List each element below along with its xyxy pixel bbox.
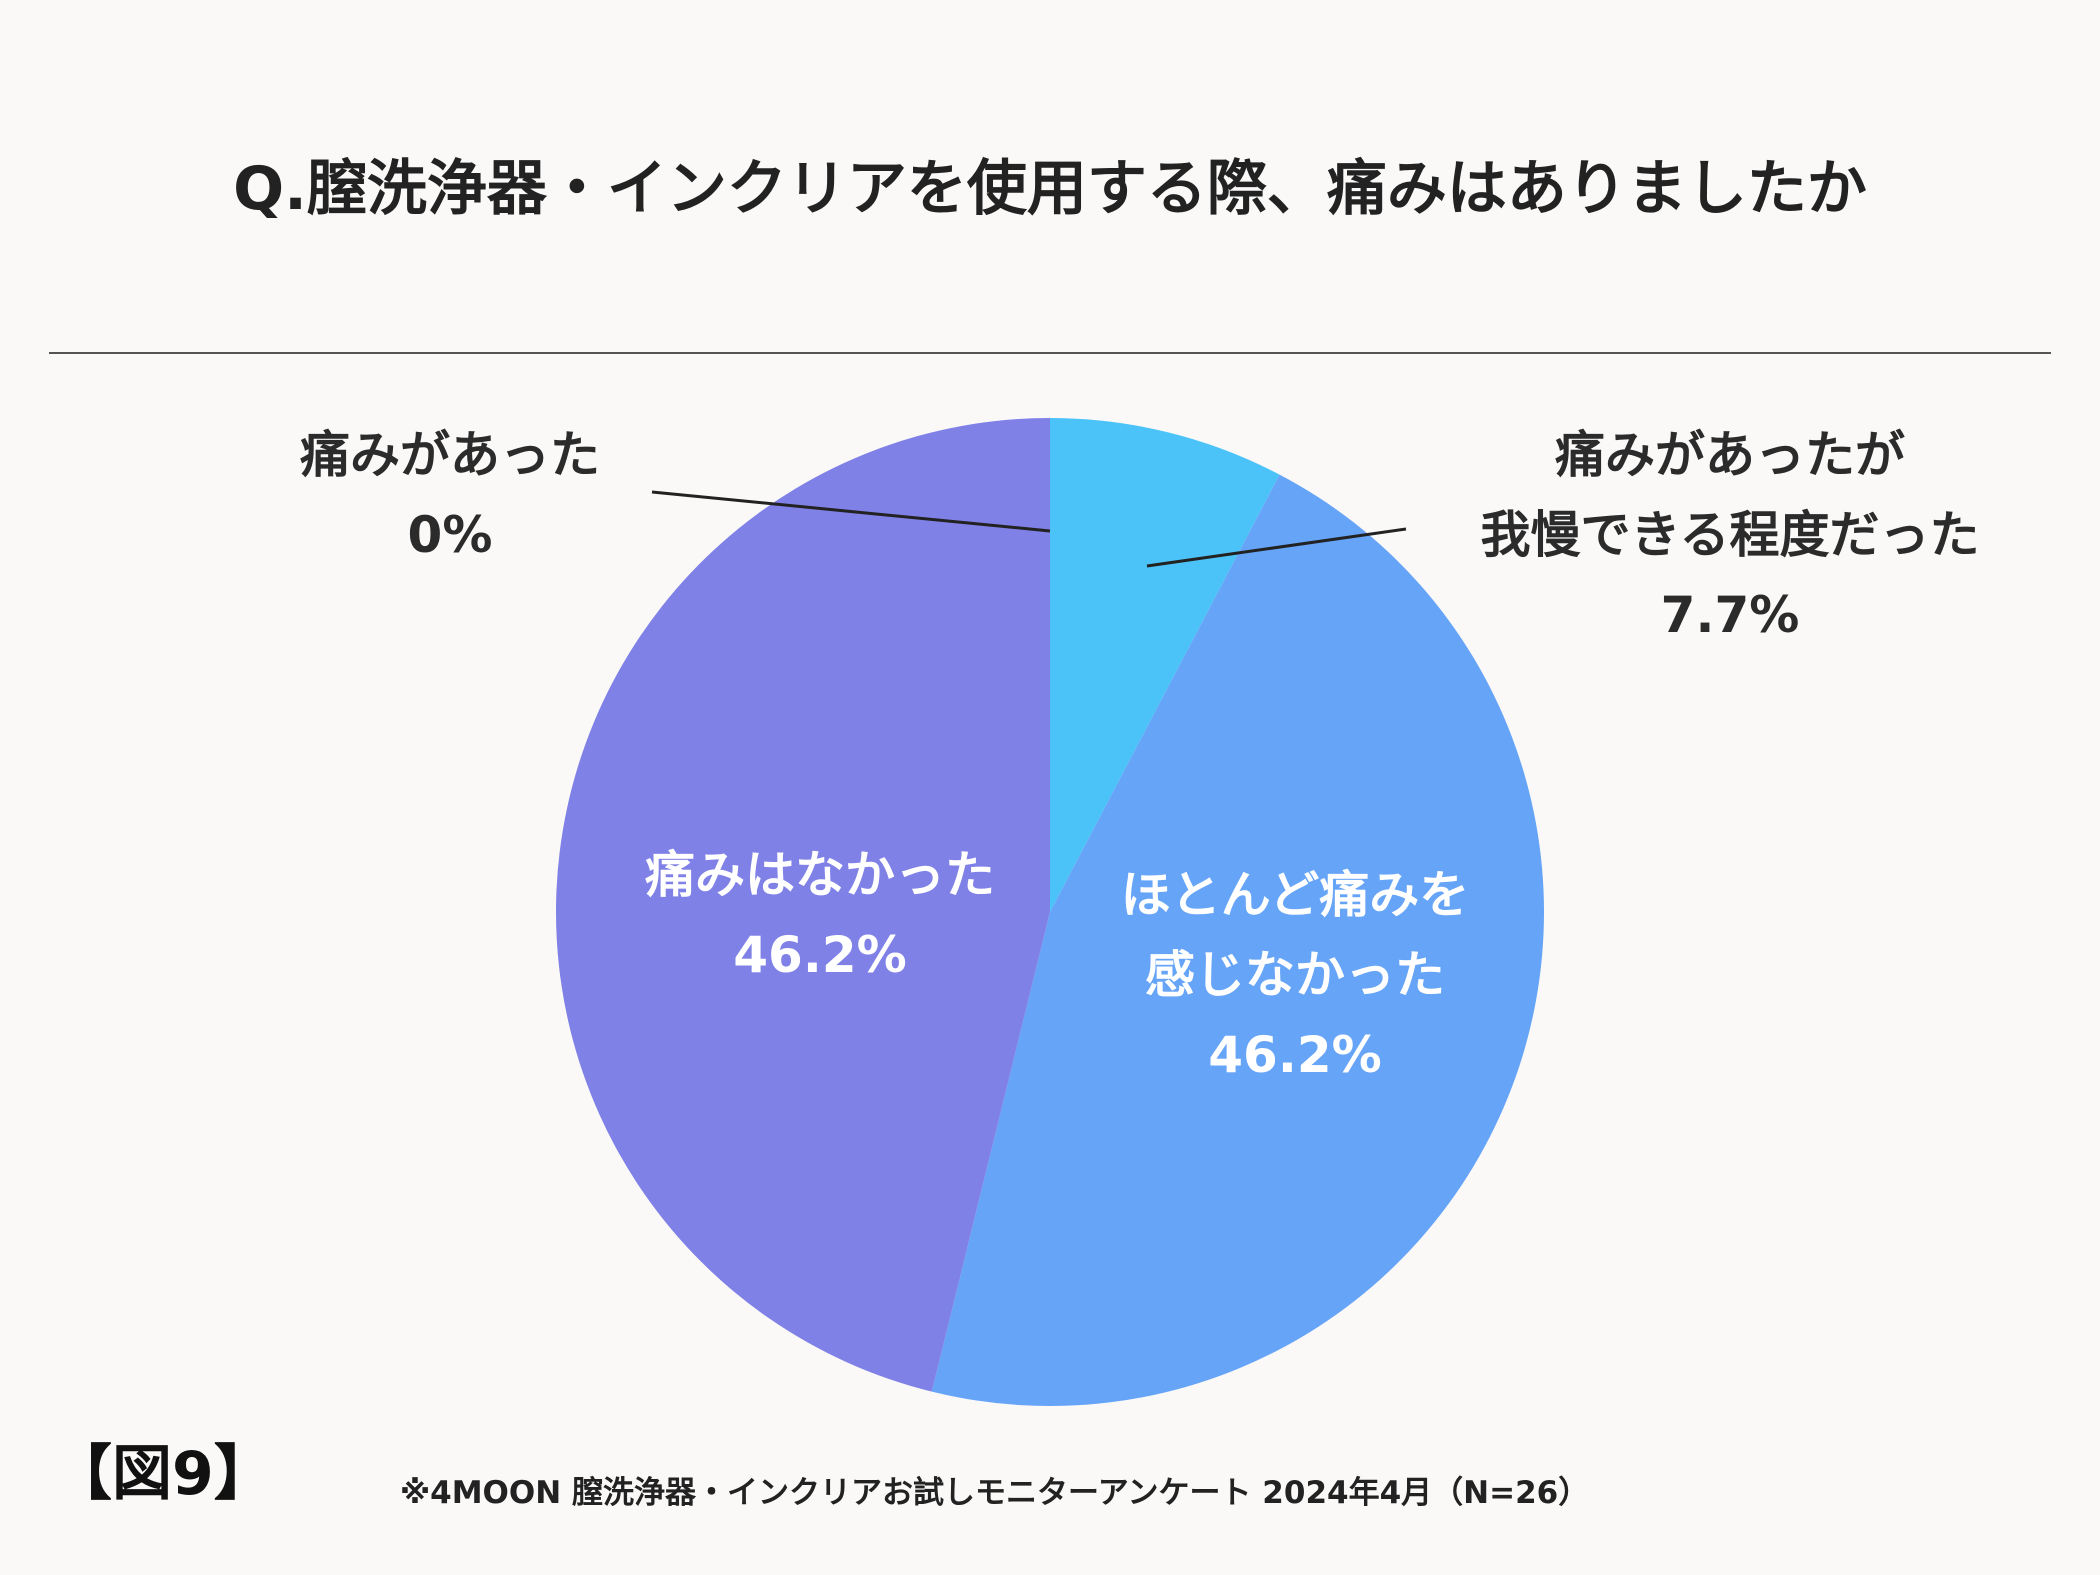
pie-slices: [556, 418, 1545, 1407]
label-no-pain-value: 46.2%: [733, 926, 907, 984]
pie-slice-no-pain: [556, 418, 1050, 1392]
label-no-pain-name: 痛みはなかった: [645, 846, 995, 904]
label-pain-present-value: 0%: [407, 506, 493, 564]
label-pain-present: 痛みがあった 0%: [250, 415, 650, 575]
figure-label: 【図9】: [52, 1439, 274, 1509]
pie-slice-almost-no-pain: [931, 474, 1545, 1407]
source-note: ※4MOON 膣洗浄器・インクリアお試しモニターアンケート 2024年4月（N=…: [400, 1475, 1590, 1511]
label-almost-no-pain-name-2: 感じなかった: [1145, 946, 1445, 1004]
leader-line-s0: [651, 490, 1051, 533]
label-pain-tolerable: 痛みがあったが 我慢できる程度だった 7.7%: [1380, 415, 2080, 655]
label-pain-tolerable-value: 7.7%: [1660, 586, 1800, 644]
label-no-pain: 痛みはなかった 46.2%: [570, 835, 1070, 995]
label-almost-no-pain: ほとんど痛みを 感じなかった 46.2%: [1045, 855, 1545, 1095]
pie-slice-pain-tolerable: [1050, 418, 1280, 912]
label-pain-tolerable-name-2: 我慢できる程度だった: [1480, 506, 1980, 564]
label-pain-tolerable-name-1: 痛みがあったが: [1555, 426, 1905, 484]
title-divider: [49, 352, 2051, 354]
label-almost-no-pain-value: 46.2%: [1208, 1026, 1382, 1084]
leader-line-s1: [1146, 527, 1407, 568]
label-almost-no-pain-name-1: ほとんど痛みを: [1120, 866, 1470, 924]
label-pain-present-name: 痛みがあった: [300, 426, 600, 484]
chart-title: Q.膣洗浄器・インクリアを使用する際、痛みはありましたか: [233, 154, 1867, 224]
